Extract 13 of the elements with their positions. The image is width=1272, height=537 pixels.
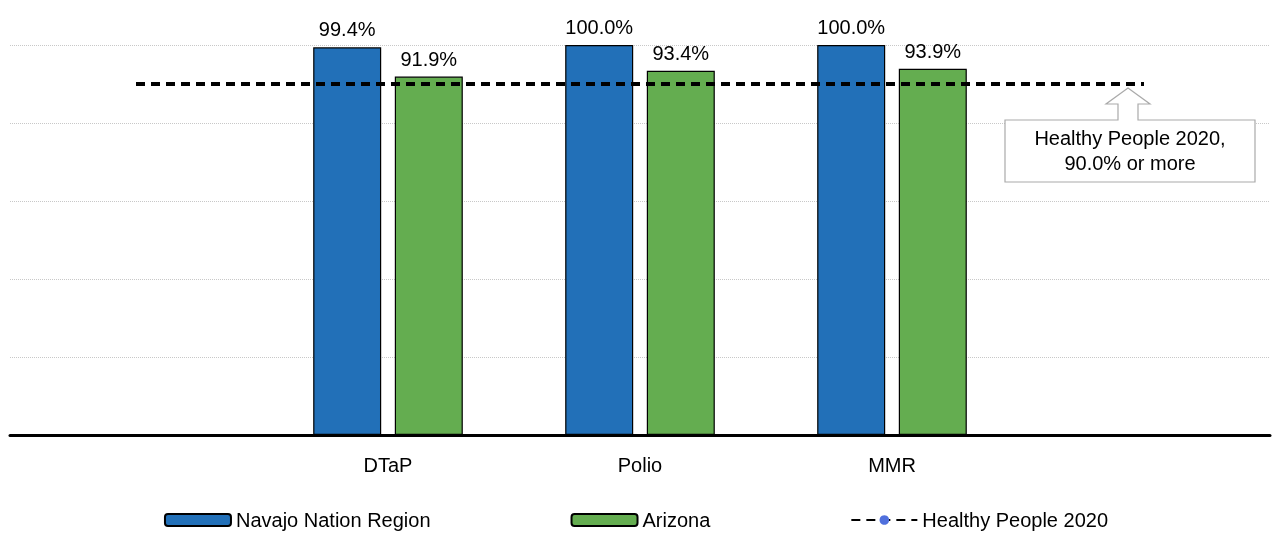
legend-label: Navajo Nation Region	[235, 509, 431, 531]
data-label: 93.4%	[652, 41, 710, 64]
x-tick-label: DTaP	[363, 454, 413, 476]
x-tick-label: MMR	[868, 454, 916, 476]
data-label: 93.9%	[904, 39, 962, 62]
x-tick-label: Polio	[617, 454, 663, 476]
data-label: 100.0%	[565, 16, 634, 38]
legend-label: Healthy People 2020	[922, 509, 1109, 531]
legend-label: Arizona	[642, 509, 712, 531]
data-label: 100.0%	[817, 16, 886, 38]
data-label: 91.9%	[400, 47, 458, 70]
data-label: 99.4%	[318, 18, 376, 41]
annotation: Healthy People 2020, 90.0% or more	[1033, 126, 1227, 176]
